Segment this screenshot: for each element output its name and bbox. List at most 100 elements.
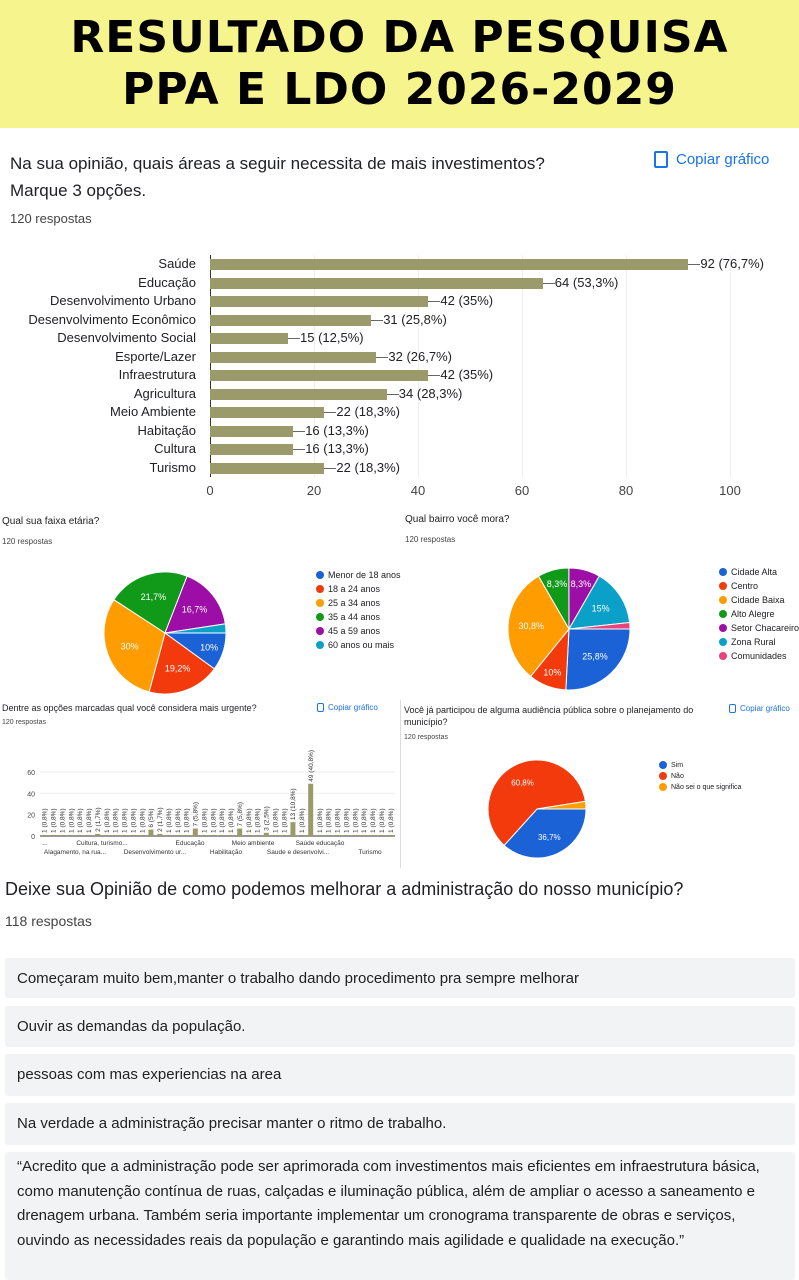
data-label: 7 (5,8%) <box>237 802 244 827</box>
bar <box>104 834 110 836</box>
x-tick-label: Desenvolvimento ur... <box>124 849 187 856</box>
data-label: 1 (0,8%) <box>379 808 386 833</box>
gridline <box>418 255 419 477</box>
legend-dot <box>719 638 727 646</box>
slice-label: 10% <box>543 667 561 677</box>
bar <box>343 834 349 836</box>
data-label: 1 (0,8%) <box>272 808 279 833</box>
bar <box>334 834 340 836</box>
bar <box>77 834 83 836</box>
bar <box>325 834 331 836</box>
slice-label: 30,8% <box>519 621 545 631</box>
slice-label: 25,8% <box>582 651 608 661</box>
data-label: 31 (25,8%) <box>383 311 447 327</box>
data-label: 1 (0,8%) <box>166 808 173 833</box>
legend-label: Cidade Baixa <box>731 595 785 605</box>
category-label: Habitação <box>137 422 196 438</box>
legend-dot <box>719 596 727 604</box>
data-label: 1 (0,8%) <box>317 808 324 833</box>
legend-label: Centro <box>731 581 759 591</box>
neighborhood-legend: Cidade Alta Centro Cidade Baixa Alto Alegre… <box>719 567 799 665</box>
data-label: 22 (18,3%) <box>336 404 400 419</box>
legend-item: Cidade Alta <box>719 567 799 577</box>
legend-item: 45 a 59 anos <box>316 626 401 636</box>
pie-chart-neighborhood: 25,8% 10% 30,8% 8,3% 8,3% 15% <box>507 567 631 691</box>
bar <box>210 834 216 836</box>
data-label: 1 (0,8%) <box>219 808 226 833</box>
copy-chart-button-hearing[interactable]: Copiar gráfico <box>729 704 790 713</box>
label-leader <box>428 375 441 376</box>
data-label: 15 (12,5%) <box>300 330 364 345</box>
pie-slice <box>536 800 587 810</box>
copy-chart-button-urgent[interactable]: Copiar gráfico <box>317 703 378 712</box>
legend-item: Comunidades <box>719 651 799 661</box>
legend-label: Menor de 18 anos <box>328 570 401 580</box>
hearing-title: Você já participou de alguma audiência p… <box>404 705 694 727</box>
data-label: 1 (0,8%) <box>130 808 137 833</box>
x-tick-label: Saude e desenvolvi... <box>267 849 329 856</box>
copy-chart-label: Copiar gráfico <box>676 151 770 168</box>
legend-item: 60 anos ou mais <box>316 640 401 650</box>
data-label: 1 (0,8%) <box>281 808 288 833</box>
copy-chart-button[interactable]: Copiar gráfico <box>654 151 769 168</box>
legend-dot <box>719 610 727 618</box>
hearing-legend: Sim Não Não sei o que significa <box>659 761 741 794</box>
slice-label: 16,7% <box>182 604 208 614</box>
category-label: Desenvolvimento Urbano <box>50 293 196 308</box>
bar <box>95 833 101 836</box>
bar <box>210 444 294 455</box>
legend-label: 18 a 24 anos <box>328 584 381 594</box>
bar <box>210 351 377 363</box>
legend-label: 45 a 59 anos <box>328 626 381 636</box>
data-label: 1 (0,8%) <box>299 808 306 833</box>
legend-dot <box>659 772 667 780</box>
slice-label: 19,2% <box>165 664 191 674</box>
label-leader <box>324 467 337 469</box>
legend-label: 35 a 44 anos <box>328 612 381 622</box>
response-card: Ouvir as demandas da população. <box>5 1006 795 1047</box>
urgent-title: Dentre as opções marcadas qual você cons… <box>2 703 257 713</box>
slice-label: 60,8% <box>511 778 534 787</box>
category-label: Esporte/Lazer <box>115 348 196 364</box>
bar <box>201 834 207 836</box>
legend-dot <box>659 761 667 769</box>
data-label: 1 (0,8%) <box>59 808 66 833</box>
bar <box>68 834 74 836</box>
data-label: 16 (13,3%) <box>305 422 369 438</box>
pie-slice <box>164 623 227 634</box>
pie-slice <box>148 632 216 695</box>
pie-slice <box>113 571 188 634</box>
gridline <box>626 255 627 477</box>
legend-item: Zona Rural <box>719 637 799 647</box>
data-label: 32 (26,7%) <box>388 348 452 364</box>
category-label: Meio Ambiente <box>110 404 196 419</box>
data-label: 16 (13,3%) <box>305 441 369 456</box>
data-label: 34 (28,3%) <box>398 385 463 401</box>
legend-item: Alto Alegre <box>719 609 799 619</box>
data-label: 1 (0,8%) <box>228 808 235 833</box>
slice-label: 8,3% <box>571 579 592 589</box>
bar <box>210 407 325 418</box>
bar <box>317 834 323 836</box>
label-leader <box>371 319 384 321</box>
pie-slice <box>164 575 226 634</box>
data-label: 1 (0,8%) <box>335 808 342 833</box>
bar <box>263 832 269 836</box>
pie-slice <box>507 575 570 678</box>
label-leader <box>428 301 441 302</box>
x-tick-label: Turismo <box>358 849 382 856</box>
copy-chart-label: Copiar gráfico <box>740 704 790 713</box>
data-label: 42 (35%) <box>440 367 494 382</box>
slice-label: 8,3% <box>547 579 568 589</box>
legend-dot <box>659 783 667 791</box>
pie-slice <box>487 759 586 847</box>
legend-dot <box>316 571 324 579</box>
x-tick-label: 40 <box>410 483 426 498</box>
urgent-responses: 120 respostas <box>2 719 46 726</box>
legend-dot <box>316 585 324 593</box>
slice-label: 15% <box>592 603 610 613</box>
x-tick-label: 100 <box>719 483 741 498</box>
data-label: 1 (0,8%) <box>352 808 359 833</box>
legend-dot <box>719 652 727 660</box>
